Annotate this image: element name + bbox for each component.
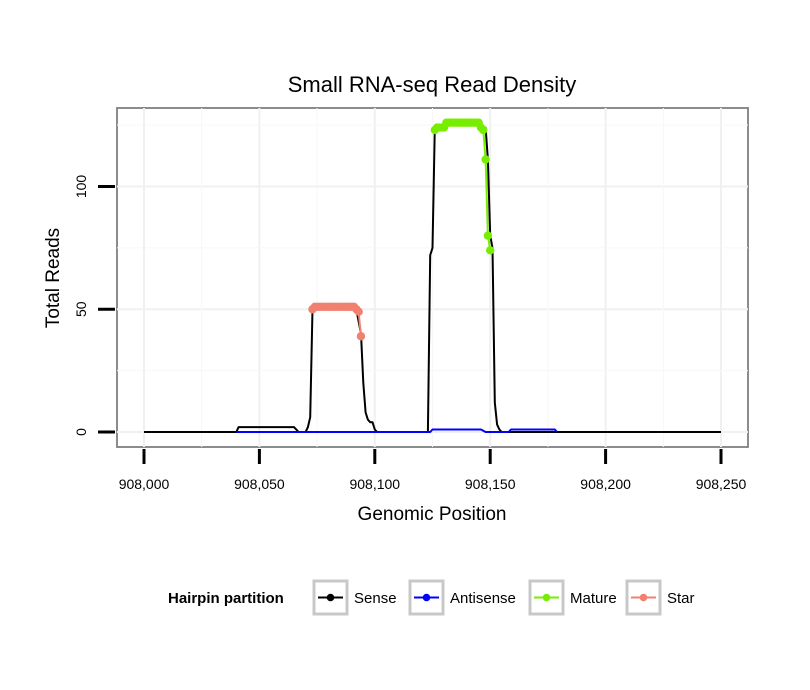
legend-key-point-mature [542, 593, 551, 602]
point-star-20 [354, 307, 363, 316]
point-mature-24 [486, 246, 495, 255]
legend-label-antisense: Antisense [450, 590, 516, 607]
legend-key-point-star [639, 593, 648, 602]
x-axis-label: Genomic Position [358, 504, 507, 525]
legend-item-star: Star [625, 579, 695, 616]
legend-item-sense: Sense [312, 579, 397, 616]
x-tick-label-0: 908,000 [119, 476, 170, 492]
chart-title: Small RNA-seq Read Density [288, 72, 577, 97]
series-line-antisense [236, 428, 558, 433]
y-tick-label-2: 100 [73, 175, 89, 199]
y-tick-label-0: 0 [73, 428, 89, 436]
series-star [308, 302, 366, 341]
point-mature-23 [483, 231, 493, 240]
series-layer [144, 118, 721, 433]
series-antisense [236, 428, 558, 433]
legend-key-point-antisense [422, 593, 431, 602]
x-axis: 908,000 908,050 908,100 908,150 908,200 908,2… [119, 449, 747, 492]
point-star-21 [356, 332, 366, 341]
x-tick-label-5: 908,250 [696, 476, 747, 492]
x-tick-label-4: 908,200 [580, 476, 631, 492]
legend-key-point-sense [326, 593, 335, 602]
legend-label-star: Star [667, 590, 695, 607]
y-tick-label-1: 50 [73, 301, 89, 317]
legend-title: Hairpin partition [168, 590, 284, 607]
y-axis: 0 50 100 [73, 175, 115, 436]
legend-label-mature: Mature [570, 590, 617, 607]
series-mature [430, 118, 495, 255]
x-tick-label-2: 908,100 [349, 476, 400, 492]
point-mature-21 [479, 125, 488, 135]
x-tick-label-1: 908,050 [234, 476, 285, 492]
legend-item-mature: Mature [528, 579, 617, 616]
legend-item-antisense: Antisense [408, 579, 516, 616]
y-axis-label: Total Reads [43, 228, 64, 328]
x-tick-label-3: 908,150 [465, 476, 516, 492]
legend: Hairpin partition Sense Antisense Mature St… [168, 579, 695, 616]
legend-label-sense: Sense [354, 590, 397, 607]
point-mature-22 [481, 155, 490, 164]
